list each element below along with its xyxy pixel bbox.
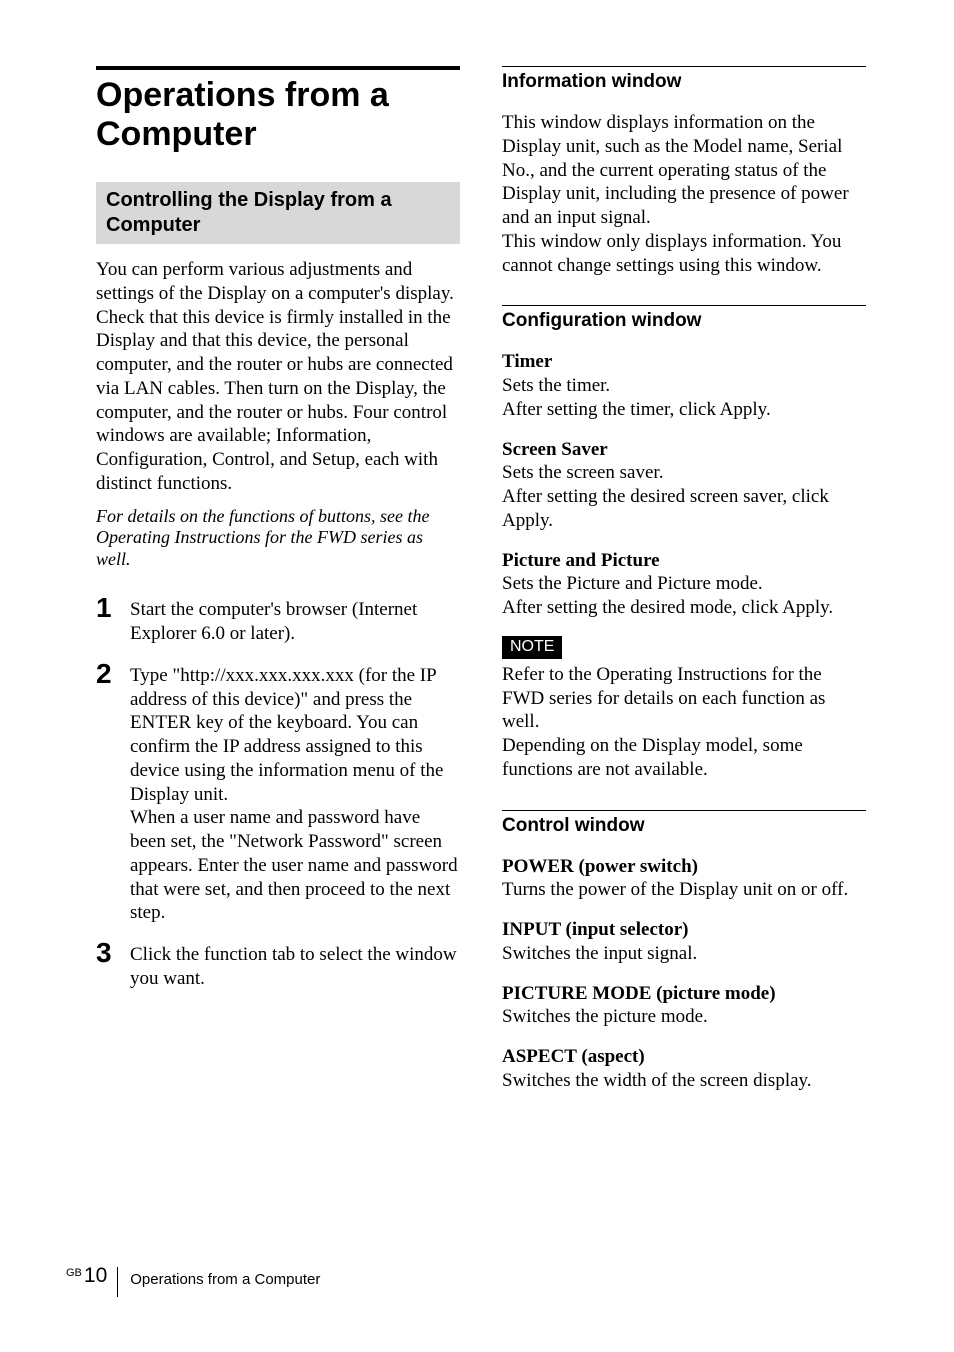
info-body: This window displays information on the … (502, 111, 866, 277)
step-item: 3 Click the function tab to select the w… (96, 939, 460, 991)
control-item-body: Switches the width of the screen display… (502, 1069, 866, 1093)
control-item: POWER (power switch) Turns the power of … (502, 855, 866, 903)
step-number: 2 (96, 660, 130, 688)
config-item-line: Sets the screen saver. (502, 461, 866, 485)
step-item: 1 Start the computer's browser (Internet… (96, 594, 460, 646)
control-item-title: INPUT (input selector) (502, 918, 866, 942)
config-item-title: Picture and Picture (502, 549, 866, 573)
config-item-line: After setting the desired mode, click Ap… (502, 596, 866, 620)
footer-gb: GB (66, 1267, 82, 1279)
step-number: 1 (96, 594, 130, 622)
config-item: Timer Sets the timer. After setting the … (502, 350, 866, 421)
config-item-title: Screen Saver (502, 438, 866, 462)
step-text: Click the function tab to select the win… (130, 939, 460, 991)
section-rule (502, 305, 866, 306)
footer-page-number: 10 (84, 1264, 107, 1288)
control-item-title: PICTURE MODE (picture mode) (502, 982, 866, 1006)
config-item-line: Sets the Picture and Picture mode. (502, 572, 866, 596)
control-item-body: Switches the input signal. (502, 942, 866, 966)
page-footer: GB 10 Operations from a Computer (66, 1264, 320, 1294)
section-heading: Controlling the Display from a Computer (96, 182, 460, 244)
intro-paragraph: You can perform various adjustments and … (96, 258, 460, 496)
config-item-line: Sets the timer. (502, 374, 866, 398)
section-rule (502, 810, 866, 811)
title-rule (96, 66, 460, 70)
control-item: PICTURE MODE (picture mode) Switches the… (502, 982, 866, 1030)
step-text: Start the computer's browser (Internet E… (130, 594, 460, 646)
left-column: Operations from a Computer Controlling t… (96, 66, 460, 1352)
right-column: Information window This window displays … (502, 66, 866, 1352)
info-heading: Information window (502, 71, 866, 93)
config-item-line: After setting the desired screen saver, … (502, 485, 866, 533)
section-rule (502, 66, 866, 67)
footer-divider (117, 1267, 118, 1297)
steps-list: 1 Start the computer's browser (Internet… (96, 594, 460, 990)
control-item-body: Switches the picture mode. (502, 1005, 866, 1029)
page-title: Operations from a Computer (96, 76, 460, 154)
control-item-body: Turns the power of the Display unit on o… (502, 878, 866, 902)
config-heading: Configuration window (502, 310, 866, 332)
note-body: Depending on the Display model, some fun… (502, 734, 866, 782)
control-heading: Control window (502, 815, 866, 837)
step-item: 2 Type "http://xxx.xxx.xxx.xxx (for the … (96, 660, 460, 925)
step-text: Type "http://xxx.xxx.xxx.xxx (for the IP… (130, 660, 460, 925)
config-item-line: After setting the timer, click Apply. (502, 398, 866, 422)
control-item: ASPECT (aspect) Switches the width of th… (502, 1045, 866, 1093)
control-item-title: POWER (power switch) (502, 855, 866, 879)
note-block: NOTE Refer to the Operating Instructions… (502, 626, 866, 782)
step-number: 3 (96, 939, 130, 967)
control-item: INPUT (input selector) Switches the inpu… (502, 918, 866, 966)
note-badge: NOTE (502, 636, 562, 659)
config-item: Screen Saver Sets the screen saver. Afte… (502, 438, 866, 533)
footer-text: Operations from a Computer (130, 1271, 320, 1288)
config-item-title: Timer (502, 350, 866, 374)
note-body: Refer to the Operating Instructions for … (502, 663, 866, 734)
control-item-title: ASPECT (aspect) (502, 1045, 866, 1069)
config-item: Picture and Picture Sets the Picture and… (502, 549, 866, 620)
italic-note: For details on the functions of buttons,… (96, 506, 460, 571)
